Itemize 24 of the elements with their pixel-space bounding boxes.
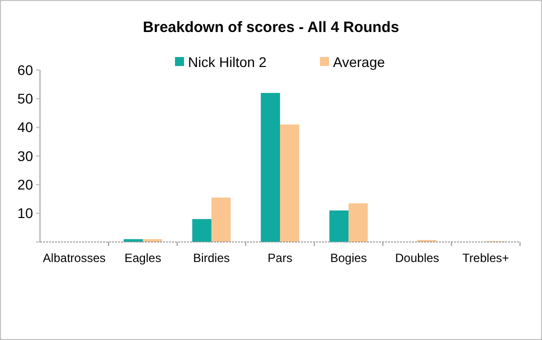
y-tick-label: 10 [17,205,34,222]
x-tick-label: Trebles+ [462,251,510,265]
y-tick-label: 50 [17,90,34,107]
bar [260,92,280,242]
bar [348,203,368,242]
chart-title: Breakdown of scores - All 4 Rounds [142,19,400,36]
x-tick-label: Eagles [124,251,162,265]
x-tick-label: Doubles [395,251,440,265]
legend-label: Average [333,54,386,70]
x-tick-label: Bogies [330,251,367,265]
bar [211,198,231,242]
bar [124,239,143,242]
y-tick-label: 30 [17,148,34,164]
y-tick-label: 60 [17,62,34,78]
bar [329,210,349,242]
x-tick-label: Albatrosses [42,251,106,265]
y-tick-label: 20 [17,176,34,193]
bar [280,124,300,242]
y-tick-label: 40 [17,119,34,136]
bar [142,239,162,242]
bar [192,219,212,242]
x-tick-label: Pars [268,251,292,265]
x-tick-label: Birdies [193,251,230,265]
legend-label: Nick Hilton 2 [188,54,267,70]
